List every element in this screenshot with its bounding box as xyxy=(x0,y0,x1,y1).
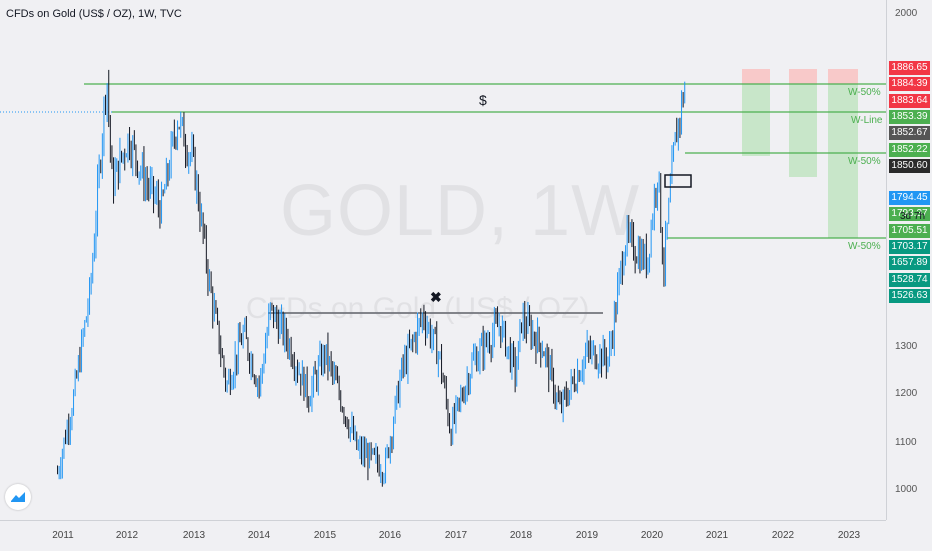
x-tick: 2016 xyxy=(378,530,402,541)
x-tick: 2022 xyxy=(771,530,795,541)
chart-title: CFDs on Gold (US$ / OZ), 1W, TVC xyxy=(6,8,182,20)
name-watermark: CFDs on Gold (US$ / OZ) xyxy=(246,292,590,325)
x-tick: 2011 xyxy=(52,530,74,541)
x-tick: 2012 xyxy=(115,530,139,541)
price-tag: 1528.74 xyxy=(889,272,930,287)
y-tick: 2000 xyxy=(895,8,918,19)
price-tag: 1883.64 xyxy=(889,93,930,108)
y-tick: 1100 xyxy=(895,437,917,448)
w50-top-label: W-50% xyxy=(848,87,881,98)
price-tag: 1705.51 xyxy=(889,223,930,238)
x-tick: 2014 xyxy=(247,530,271,541)
target-zone xyxy=(742,84,770,156)
price-tag: 1703.17 xyxy=(889,240,930,254)
price-tag: 1850.60 xyxy=(889,158,930,173)
y-tick: 1300 xyxy=(895,341,918,352)
price-tag: 1886.65 xyxy=(889,61,930,75)
x-tick: 2018 xyxy=(509,530,533,541)
target-zone xyxy=(789,84,817,177)
y-tick: 1000 xyxy=(895,484,918,495)
x-tick: 2023 xyxy=(837,530,861,541)
tradingview-logo[interactable] xyxy=(5,484,31,510)
x-tick: 2013 xyxy=(182,530,206,541)
dollar-marker: $ xyxy=(479,92,487,108)
y-tick: 1200 xyxy=(895,388,918,399)
stop-zone xyxy=(828,69,858,84)
cross-marker: ✖ xyxy=(430,289,442,305)
target-zone xyxy=(828,84,858,238)
w50-low-label: W-50% xyxy=(848,241,881,252)
w50-mid-label: W-50% xyxy=(848,156,881,167)
logo-icon xyxy=(11,492,25,502)
price-tag: 1793.37 xyxy=(889,207,930,222)
x-tick: 2020 xyxy=(640,530,664,541)
price-tag: 1852.67 xyxy=(889,126,930,141)
horizontal-levels xyxy=(0,83,886,314)
price-tag: 1657.89 xyxy=(889,256,930,271)
price-tag: 1794.45 xyxy=(889,191,930,206)
price-tag: 1884.39 xyxy=(889,77,930,92)
stop-zone xyxy=(742,69,770,84)
stop-zone xyxy=(789,69,817,84)
x-tick: 2019 xyxy=(575,530,599,541)
price-tag: 1526.63 xyxy=(889,288,930,303)
price-tag: 1853.39 xyxy=(889,109,930,124)
trade-zones xyxy=(742,69,858,238)
x-tick: 2017 xyxy=(444,530,468,541)
countdown-tag: 3d 7h xyxy=(900,211,926,222)
candle-series xyxy=(57,69,686,487)
wline-label: W-Line xyxy=(851,115,883,126)
symbol-watermark: GOLD, 1W xyxy=(280,171,641,251)
x-tick: 2015 xyxy=(313,530,337,541)
time-axis[interactable] xyxy=(0,520,886,551)
consolidation-box xyxy=(664,174,692,188)
x-tick: 2021 xyxy=(705,530,729,541)
price-tag: 1852.22 xyxy=(889,142,930,157)
